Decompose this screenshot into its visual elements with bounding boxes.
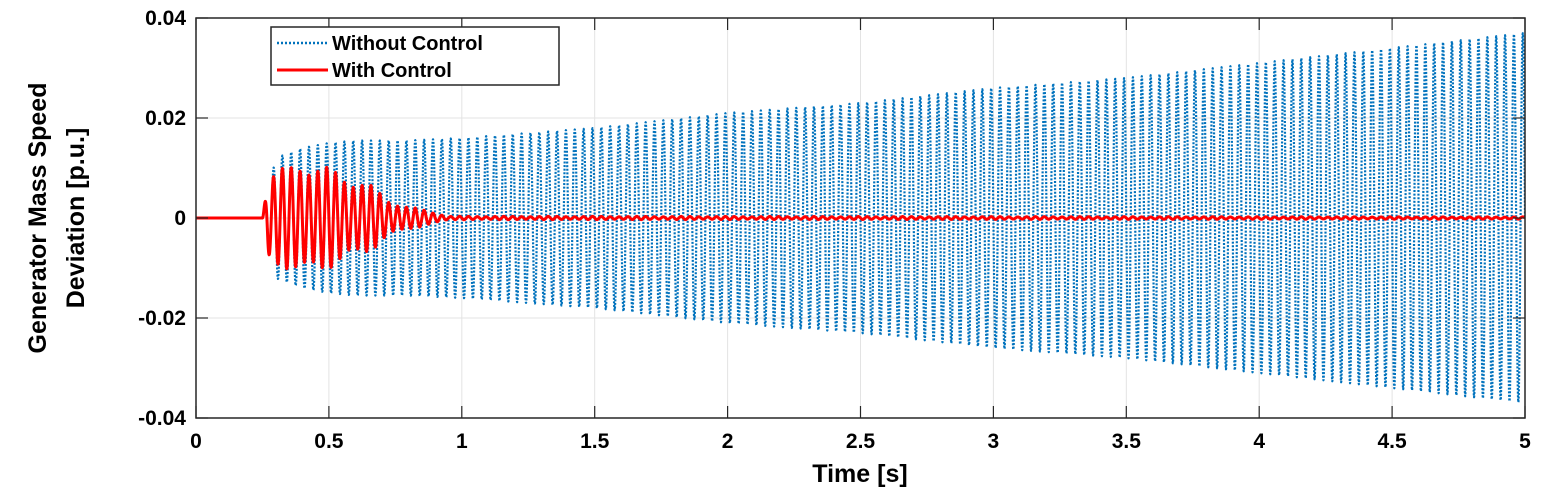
x-tick-label: 4 [1253,430,1265,453]
legend: Without Control With Control [270,26,560,86]
x-tick-label: 0.5 [314,430,344,453]
x-tick-label: 2 [722,430,734,453]
x-tick-label: 3 [988,430,1000,453]
x-tick-label: 1 [456,430,468,453]
legend-box [270,26,560,86]
y-tick-label: 0 [174,207,186,230]
x-tick-label: 2.5 [846,430,876,453]
y-tick-label: 0.04 [145,7,186,30]
y-axis-title-line-2: Deviation [p.u.] [62,128,90,309]
axis-ticks [195,17,1526,419]
y-axis-title: Generator Mass Speed Deviation [p.u.] [24,83,90,354]
legend-label-with-control: With Control [332,60,452,82]
y-tick-label: -0.02 [138,307,186,330]
series-line-with-control [196,165,1525,271]
x-tick-labels: 0 0.5 1 1.5 2 2.5 3 3.5 4 4.5 5 [190,430,1531,453]
y-tick-label: 0.02 [145,107,186,130]
x-tick-label: 3.5 [1112,430,1142,453]
y-axis-title-line-1: Generator Mass Speed [24,83,52,354]
legend-label-without-control: Without Control [332,33,483,55]
x-tick-label: 4.5 [1377,430,1407,453]
y-tick-label: -0.04 [138,407,186,430]
x-tick-label: 1.5 [580,430,610,453]
x-tick-label: 5 [1519,430,1531,453]
series-layer [196,32,1525,404]
y-tick-labels: -0.04 -0.02 0 0.02 0.04 [138,7,186,430]
x-tick-label: 0 [190,430,202,453]
x-axis-title: Time [s] [812,460,907,488]
